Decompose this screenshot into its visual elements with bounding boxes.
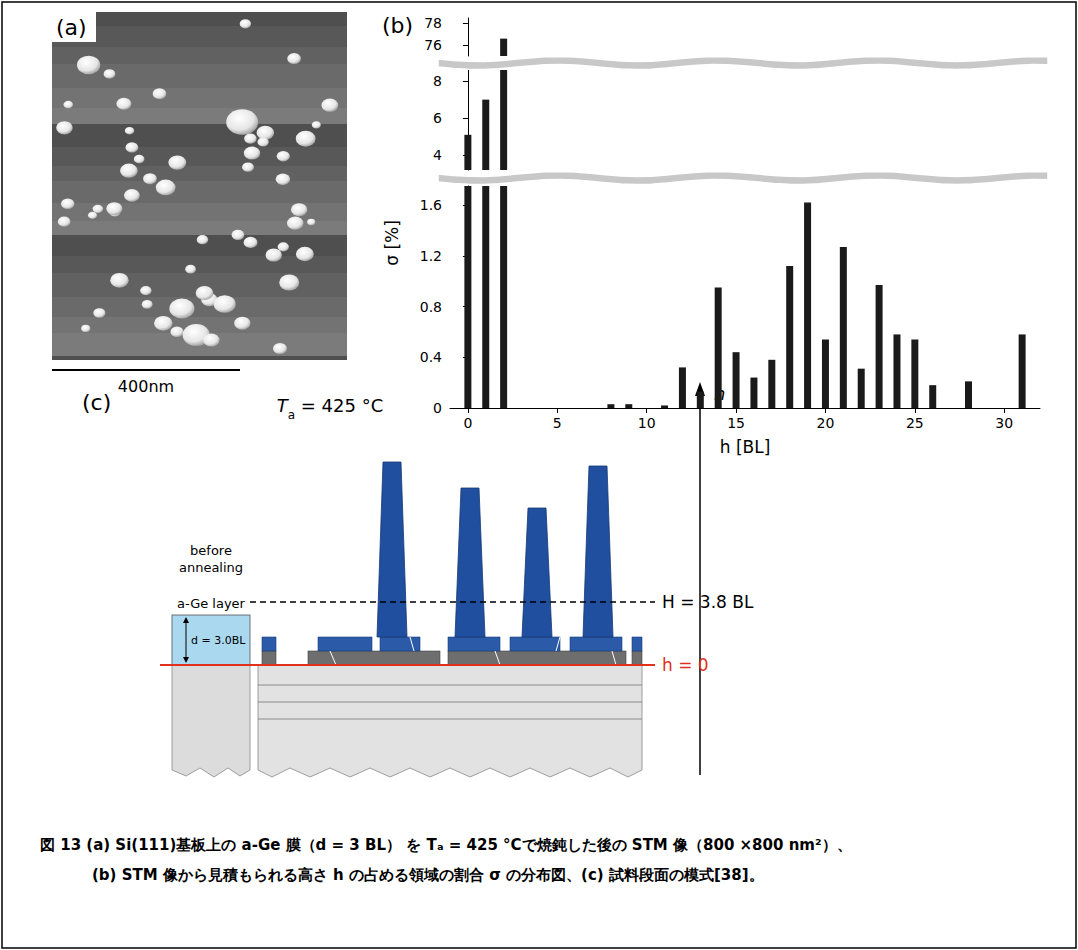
- svg-text:5: 5: [553, 415, 562, 431]
- svg-text:(a): (a): [56, 15, 87, 40]
- svg-text:4: 4: [433, 147, 442, 163]
- svg-text:25: 25: [906, 415, 924, 431]
- svg-text:a-Ge layer: a-Ge layer: [177, 596, 246, 611]
- svg-text:78: 78: [424, 15, 442, 31]
- svg-text:1.6: 1.6: [420, 197, 442, 213]
- svg-text:1.2: 1.2: [420, 248, 442, 264]
- svg-text:30: 30: [995, 415, 1013, 431]
- svg-text:H = 3.8 BL: H = 3.8 BL: [662, 592, 754, 612]
- svg-text:h [BL]: h [BL]: [720, 437, 771, 457]
- svg-text:76: 76: [424, 37, 442, 53]
- svg-text:(c): (c): [82, 390, 111, 415]
- svg-text:d = 3.0BL: d = 3.0BL: [191, 634, 246, 647]
- svg-text:(b) STM 像から見積もられる高さ h の占める領域の割: (b) STM 像から見積もられる高さ h の占める領域の割合 σ の分布図、(…: [92, 866, 764, 884]
- svg-text:σ [%]: σ [%]: [382, 220, 402, 266]
- svg-text:0.8: 0.8: [420, 299, 442, 315]
- svg-text:8: 8: [433, 73, 442, 89]
- svg-text:0: 0: [463, 415, 472, 431]
- svg-text:h = 0: h = 0: [662, 655, 709, 675]
- svg-text:10: 10: [638, 415, 656, 431]
- svg-text:15: 15: [727, 415, 745, 431]
- svg-text:6: 6: [433, 110, 442, 126]
- svg-text:0.4: 0.4: [420, 349, 442, 365]
- svg-text:(b): (b): [382, 13, 413, 38]
- svg-text:annealing: annealing: [179, 560, 243, 575]
- svg-text:Ta = 425 °C: Ta = 425 °C: [277, 395, 384, 422]
- svg-text:図 13 (a) Si(111)基板上の a-Ge 膜（d: 図 13 (a) Si(111)基板上の a-Ge 膜（d = 3 BL） を …: [40, 836, 852, 854]
- svg-text:0: 0: [433, 400, 442, 416]
- svg-text:before: before: [190, 543, 232, 558]
- svg-text:20: 20: [817, 415, 835, 431]
- svg-text:400nm: 400nm: [118, 377, 174, 396]
